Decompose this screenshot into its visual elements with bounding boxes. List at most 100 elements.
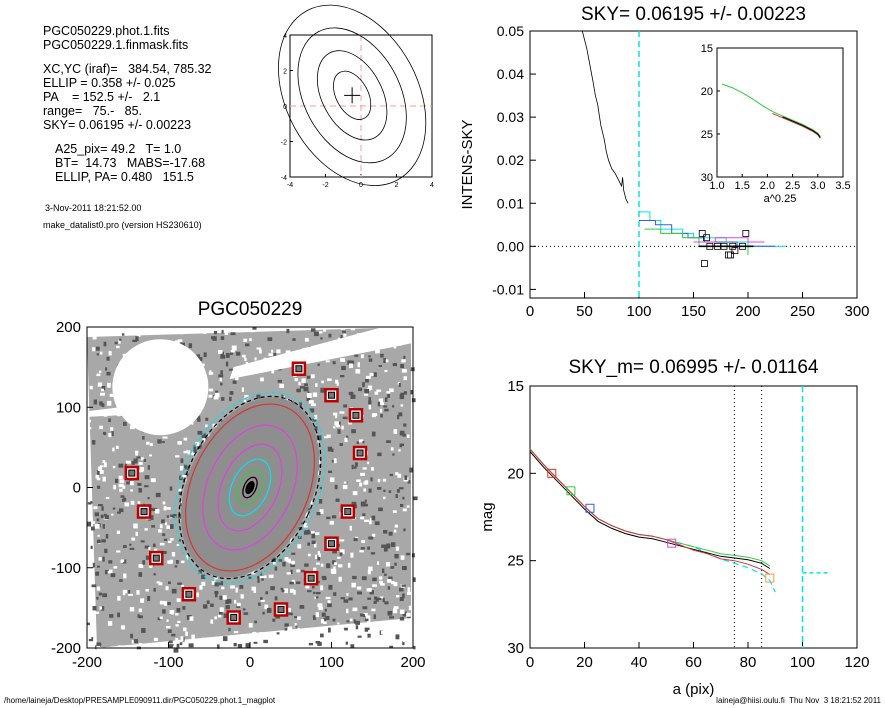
image-title: PGC050229: [198, 299, 303, 320]
image-noise-pixel: [347, 562, 351, 568]
image-noise-pixel: [398, 412, 403, 417]
image-noise-pixel: [126, 481, 131, 485]
image-noise-pixel: [325, 615, 330, 621]
image-noise-pixel: [378, 398, 384, 404]
image-noise-pixel: [90, 521, 95, 524]
image-noise-pixel: [122, 590, 128, 594]
image-noise-pixel: [138, 564, 142, 568]
sky-xtick-label: 100: [626, 303, 651, 320]
image-noise-pixel: [99, 425, 103, 430]
image-noise-pixel: [199, 585, 203, 590]
image-noise-pixel: [157, 439, 162, 444]
image-noise-pixel: [379, 580, 383, 584]
image-noise-pixel: [175, 613, 179, 616]
image-noise-pixel: [289, 581, 294, 585]
image-noise-pixel: [384, 397, 388, 402]
sky-xtick-label: 300: [844, 303, 869, 320]
image-noise-pixel: [114, 478, 119, 484]
image-noise-pixel: [361, 540, 366, 544]
image-noise-pixel: [117, 612, 121, 618]
sky-box-inner: [356, 449, 364, 457]
image-noise-pixel: [286, 328, 290, 334]
image-noise-pixel: [339, 539, 345, 542]
image-noise-pixel: [285, 350, 291, 354]
image-noise-pixel: [412, 496, 418, 501]
image-noise-pixel: [318, 499, 323, 504]
image-noise-pixel: [354, 462, 358, 467]
image-noise-pixel: [243, 338, 248, 342]
image-noise-pixel: [367, 569, 371, 575]
image-noise-pixel: [398, 487, 404, 490]
image-noise-pixel: [394, 562, 397, 566]
image-noise-pixel: [356, 441, 359, 445]
image-noise-pixel: [93, 399, 98, 405]
image-noise-pixel: [315, 383, 318, 388]
image-noise-pixel: [175, 340, 180, 344]
image-noise-pixel: [324, 643, 328, 647]
image-noise-pixel: [327, 633, 332, 637]
contour-xtick-label: 0: [359, 182, 363, 189]
image-noise-pixel: [220, 354, 226, 359]
image-noise-pixel: [359, 439, 364, 443]
image-noise-pixel: [138, 572, 143, 577]
image-noise-pixel: [187, 452, 191, 455]
image-noise-pixel: [393, 608, 398, 614]
image-noise-pixel: [235, 376, 239, 381]
image-noise-pixel: [112, 507, 116, 510]
image-noise-pixel: [294, 378, 299, 382]
image-noise-pixel: [170, 514, 176, 518]
image-noise-pixel: [177, 640, 180, 645]
image-noise-pixel: [252, 631, 257, 637]
image-noise-pixel: [382, 529, 388, 534]
image-noise-pixel: [155, 492, 161, 498]
image-noise-pixel: [315, 554, 318, 559]
image-noise-pixel: [230, 332, 236, 336]
image-noise-pixel: [205, 417, 209, 421]
image-noise-pixel: [394, 638, 397, 643]
image-noise-pixel: [91, 526, 95, 531]
mag-frame: [529, 385, 858, 649]
image-noise-pixel: [299, 386, 305, 389]
image-noise-pixel: [348, 363, 353, 369]
image-noise-pixel: [111, 431, 114, 437]
image-noise-pixel: [87, 634, 92, 639]
image-noise-pixel: [203, 352, 207, 358]
image-noise-pixel: [320, 619, 325, 624]
image-noise-pixel: [156, 581, 161, 584]
image-noise-pixel: [145, 589, 149, 592]
image-noise-pixel: [98, 557, 102, 561]
image-noise-pixel: [252, 327, 257, 330]
image-noise-pixel: [177, 339, 183, 342]
image-noise-pixel: [362, 606, 368, 610]
image-noise-pixel: [272, 618, 276, 622]
sky-box-inner: [295, 365, 303, 373]
image-noise-pixel: [139, 467, 145, 472]
image-noise-pixel: [360, 501, 366, 507]
image-noise-pixel: [325, 360, 330, 363]
image-noise-pixel: [402, 508, 407, 512]
image-noise-pixel: [243, 612, 249, 615]
image-noise-pixel: [105, 496, 110, 500]
image-noise-pixel: [310, 328, 316, 332]
image-noise-pixel: [106, 400, 112, 406]
image-noise-pixel: [340, 358, 345, 362]
image-noise-pixel: [344, 437, 348, 442]
image-noise-pixel: [171, 633, 176, 637]
image-noise-pixel: [258, 349, 262, 354]
image-noise-pixel: [364, 388, 370, 394]
image-noise-pixel: [271, 369, 275, 374]
image-noise-pixel: [392, 405, 395, 408]
image-noise-pixel: [133, 458, 138, 464]
image-noise-pixel: [173, 647, 179, 653]
mag-ytick-label: 15: [507, 378, 524, 395]
image-ytick-label: 100: [56, 399, 81, 416]
image-noise-pixel: [407, 480, 411, 484]
image-noise-pixel: [215, 392, 220, 398]
image-noise-pixel: [349, 525, 352, 530]
image-noise-pixel: [327, 603, 332, 608]
image-noise-pixel: [136, 333, 141, 337]
center-coords: XC,YC (iraf)= 384.54, 785.32: [43, 62, 212, 76]
image-noise-pixel: [181, 560, 185, 564]
image-noise-pixel: [279, 383, 284, 389]
image-noise-pixel: [348, 391, 354, 396]
